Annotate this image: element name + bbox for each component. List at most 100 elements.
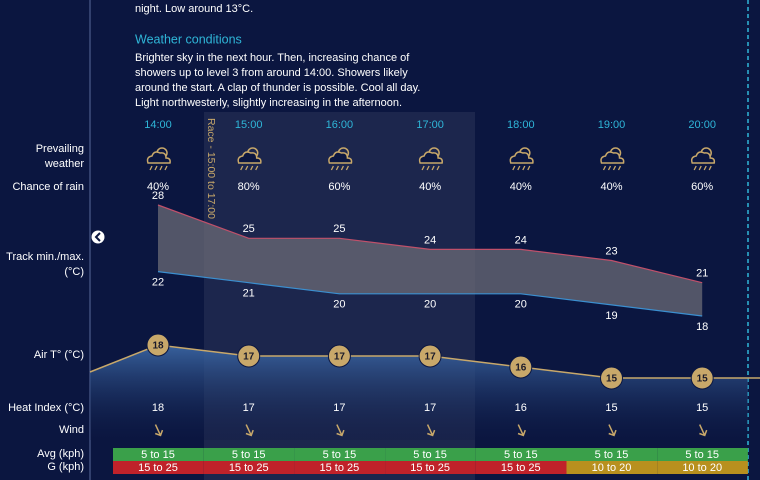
wind-arrow [426, 424, 436, 437]
weather-icon [509, 147, 534, 171]
track-max-label: 25 [243, 223, 255, 235]
row-label: Heat Index (°C) [8, 402, 84, 414]
air-temp-label: 16 [515, 363, 527, 374]
rain-chance: 80% [238, 181, 260, 193]
air-temp-dot [509, 355, 533, 379]
time-label: 18:00 [507, 119, 535, 131]
heat-index: 17 [243, 402, 255, 414]
gust-cell [294, 461, 386, 474]
air-temp-dot [600, 366, 623, 390]
time-label: 20:00 [688, 119, 716, 131]
air-temp-dot [237, 344, 261, 368]
avg-wind: 5 to 15 [413, 449, 447, 461]
conditions-line: Light northwesterly, slightly increasing… [135, 97, 402, 109]
air-temp-label: 18 [152, 341, 164, 352]
heat-index: 17 [424, 402, 436, 414]
arrow [517, 424, 526, 437]
rain [330, 165, 349, 171]
heat-index: 15 [696, 402, 708, 414]
rain [693, 165, 712, 171]
avg-wind-cell [113, 448, 204, 461]
avg-wind: 5 to 15 [323, 449, 357, 461]
track-min-label: 19 [605, 310, 617, 322]
row-label: Prevailing [36, 143, 84, 155]
cloud [146, 151, 171, 164]
air-temp-dot [418, 344, 442, 368]
row-label: Avg (kph) [37, 448, 84, 460]
time-label: 15:00 [235, 119, 263, 131]
rain-chance: 40% [510, 181, 532, 193]
wind-arrow [517, 424, 526, 437]
heat-index: 16 [515, 402, 527, 414]
scroll-left-button[interactable] [91, 230, 105, 244]
avg-wind-cell [657, 448, 748, 461]
avg-wind-cell [475, 448, 567, 461]
air-temp-label: 15 [697, 374, 709, 385]
track-max-label: 23 [605, 245, 617, 257]
row-label: weather [44, 158, 84, 170]
rain-chance: 40% [600, 181, 622, 193]
gust: 15 to 25 [320, 462, 360, 474]
gust: 15 to 25 [501, 462, 541, 474]
row-label: Wind [59, 424, 84, 436]
conditions-line: showers up to level 3 from around 14:00.… [135, 67, 408, 79]
avg-wind: 5 to 15 [141, 449, 175, 461]
gust-cell [566, 461, 658, 474]
track-max-line [157, 204, 703, 284]
time-label: 16:00 [326, 119, 354, 131]
row-label: Track min./max. [6, 251, 84, 263]
air-temp-dot [690, 366, 714, 390]
track-min-line [157, 271, 703, 317]
gust-cell [113, 461, 204, 474]
cloud [328, 151, 353, 164]
track-min-label: 21 [243, 288, 255, 300]
arrow [608, 424, 617, 437]
air-temp-label: 17 [334, 352, 346, 363]
avg-wind: 5 to 15 [232, 449, 266, 461]
heat-index: 17 [333, 402, 345, 414]
avg-wind: 5 to 15 [504, 449, 538, 461]
gust: 10 to 20 [682, 462, 722, 474]
gust: 10 to 20 [592, 462, 632, 474]
rain [602, 165, 622, 171]
track-min-label: 20 [424, 299, 436, 311]
heat-index: 18 [152, 402, 164, 414]
time-label: 19:00 [598, 119, 626, 131]
wind-arrow [245, 424, 254, 437]
air-temp-label: 17 [243, 352, 255, 363]
rain [149, 165, 168, 171]
air-temp-dot [146, 333, 170, 357]
row-label: Chance of rain [12, 181, 84, 193]
rain [240, 165, 259, 171]
track-min-label: 20 [515, 299, 527, 311]
track-max-label: 24 [424, 234, 436, 246]
gust: 15 to 25 [138, 462, 178, 474]
weather-icon [418, 147, 444, 171]
arrow [426, 424, 436, 437]
avg-wind-cell [566, 448, 658, 461]
track-min-label: 20 [333, 299, 345, 311]
race-label: Race - 15:00 to 17:00 [205, 118, 217, 219]
weather-icon [690, 147, 716, 171]
avg-wind: 5 to 15 [685, 449, 719, 461]
rain-chance: 40% [419, 181, 441, 193]
conditions-line: around the start. A clap of thunder is p… [135, 82, 420, 94]
avg-wind-cell [385, 448, 476, 461]
rain-chance: 40% [147, 181, 169, 193]
weather-icon [600, 147, 625, 171]
weather-icon [146, 147, 171, 171]
arrow [698, 424, 708, 437]
air-temp-area [90, 345, 748, 440]
gust-cell [657, 461, 748, 474]
track-max-label: 25 [333, 223, 345, 235]
arrow [336, 424, 345, 437]
wind-arrow [154, 424, 164, 437]
rain [512, 165, 531, 171]
arrow [154, 424, 164, 437]
track-min-label: 18 [696, 321, 708, 333]
track-max-label: 21 [696, 268, 708, 280]
cloud [509, 151, 534, 164]
weather-icon [237, 147, 262, 171]
gust-cell [475, 461, 567, 474]
wind-arrow [608, 424, 617, 437]
